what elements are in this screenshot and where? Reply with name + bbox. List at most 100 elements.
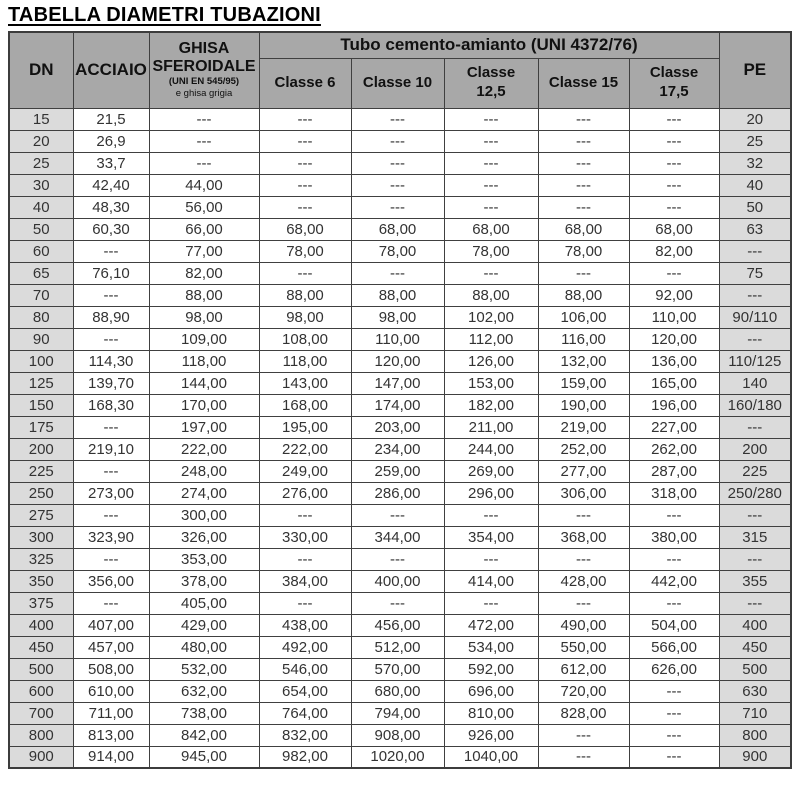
classe10-cell: --- [350, 129, 445, 153]
column-header-classe-10: Classe 10 [350, 57, 445, 109]
ghisa-cell: --- [148, 151, 260, 175]
classe10-cell: 908,00 [350, 723, 445, 747]
dn-cell: 125 [8, 371, 74, 395]
pe-cell: --- [718, 547, 792, 571]
dn-cell: 250 [8, 481, 74, 505]
classe12-5-cell: 414,00 [443, 569, 539, 593]
dn-cell: 300 [8, 525, 74, 549]
ghisa-cell: 300,00 [148, 503, 260, 527]
table-row: 40 48,30 56,00 --- --- --- --- --- 50 [8, 195, 792, 219]
ghisa-cell: --- [148, 129, 260, 153]
dn-cell: 50 [8, 217, 74, 241]
classe12-5-cell: 211,00 [443, 415, 539, 439]
pe-cell: 50 [718, 195, 792, 219]
acciaio-cell: 33,7 [72, 151, 150, 175]
classe6-cell: 438,00 [258, 613, 352, 637]
classe15-cell: --- [537, 547, 630, 571]
ghisa-cell: 632,00 [148, 679, 260, 703]
table-row: 350 356,00 378,00 384,00 400,00 414,00 428,00 4… [8, 569, 792, 593]
classe15-cell: 368,00 [537, 525, 630, 549]
dn-cell: 275 [8, 503, 74, 527]
classe15-cell: --- [537, 129, 630, 153]
classe15-cell: 190,00 [537, 393, 630, 417]
ghisa-cell: 274,00 [148, 481, 260, 505]
ghisa-cell: 77,00 [148, 239, 260, 263]
classe12-5-cell: --- [443, 129, 539, 153]
classe17-5-cell: --- [628, 547, 720, 571]
dn-cell: 40 [8, 195, 74, 219]
classe15-cell: --- [537, 745, 630, 769]
ghisa-cell: 945,00 [148, 745, 260, 769]
classe17-5-cell: --- [628, 173, 720, 197]
table-row: 600 610,00 632,00 654,00 680,00 696,00 720,00-… [8, 679, 792, 703]
dn-cell: 60 [8, 239, 74, 263]
pe-cell: --- [718, 415, 792, 439]
classe10-cell: 1020,00 [350, 745, 445, 769]
table-row: 15 21,5 --- --- --- --- --- --- 20 [8, 107, 792, 131]
classe12-5-cell: --- [443, 173, 539, 197]
dn-cell: 800 [8, 723, 74, 747]
ghisa-cell: 44,00 [148, 173, 260, 197]
classe17-5-cell: 82,00 [628, 239, 720, 263]
classe6-cell: --- [258, 591, 352, 615]
table-row: 275 --- 300,00 --- --- --- --- --- --- [8, 503, 792, 527]
classe6-cell: 98,00 [258, 305, 352, 329]
classe17-5-cell: --- [628, 503, 720, 527]
pe-cell: --- [718, 283, 792, 307]
classe6-cell: 832,00 [258, 723, 352, 747]
ghisa-cell: 405,00 [148, 591, 260, 615]
dn-cell: 80 [8, 305, 74, 329]
ghisa-cell: --- [148, 107, 260, 131]
dn-cell: 175 [8, 415, 74, 439]
classe17-5-cell: --- [628, 591, 720, 615]
acciaio-cell: 168,30 [72, 393, 150, 417]
dn-cell: 700 [8, 701, 74, 725]
column-header-classe-12-5: Classe 12,5 [443, 57, 539, 109]
acciaio-cell: 457,00 [72, 635, 150, 659]
classe10-cell: 88,00 [350, 283, 445, 307]
table-body: 15 21,5 --- --- --- --- --- --- 20 20 26,9 --- --- --… [8, 107, 792, 769]
table-row: 325 --- 353,00 --- --- --- --- --- --- [8, 547, 792, 571]
classe15-cell: 550,00 [537, 635, 630, 659]
classe12-5-cell: 68,00 [443, 217, 539, 241]
classe12-5-cell: 534,00 [443, 635, 539, 659]
classe17-5-cell: 110,00 [628, 305, 720, 329]
ghisa-cell: 197,00 [148, 415, 260, 439]
classe6-cell: 143,00 [258, 371, 352, 395]
classe15-cell: 428,00 [537, 569, 630, 593]
classe17-5-cell: 566,00 [628, 635, 720, 659]
ghisa-cell: 326,00 [148, 525, 260, 549]
table-row: 450 457,00 480,00 492,00 512,00 534,00 550,00 5… [8, 635, 792, 659]
classe15-cell: --- [537, 503, 630, 527]
pe-cell: --- [718, 503, 792, 527]
classe17-5-cell: 626,00 [628, 657, 720, 681]
classe6-cell: 764,00 [258, 701, 352, 725]
classe15-cell: 828,00 [537, 701, 630, 725]
pe-cell: 400 [718, 613, 792, 637]
classe12-5-cell: --- [443, 195, 539, 219]
ghisa-cell: 738,00 [148, 701, 260, 725]
dn-cell: 90 [8, 327, 74, 351]
classe17-5-cell: --- [628, 195, 720, 219]
column-header-classe-6: Classe 6 [258, 57, 352, 109]
classe17-5-cell: 120,00 [628, 327, 720, 351]
classe12-5-cell: 153,00 [443, 371, 539, 395]
ghisa-cell: 88,00 [148, 283, 260, 307]
pe-cell: 32 [718, 151, 792, 175]
classe10-cell: 120,00 [350, 349, 445, 373]
table-row: 30 42,40 44,00 --- --- --- --- --- 40 [8, 173, 792, 197]
ghisa-cell: 144,00 [148, 371, 260, 395]
classe12-5-cell: 354,00 [443, 525, 539, 549]
table-row: 90 --- 109,00 108,00 110,00 112,00 116,00 120,0… [8, 327, 792, 351]
classe12-5-cell: 296,00 [443, 481, 539, 505]
acciaio-cell: 60,30 [72, 217, 150, 241]
classe6-cell: 195,00 [258, 415, 352, 439]
table-row: 70 --- 88,00 88,00 88,00 88,00 88,00 92,00 --- [8, 283, 792, 307]
pe-cell: 160/180 [718, 393, 792, 417]
table-row: 250 273,00 274,00 276,00 286,00 296,00 306,00 3… [8, 481, 792, 505]
acciaio-cell: 323,90 [72, 525, 150, 549]
classe17-5-cell: 504,00 [628, 613, 720, 637]
acciaio-cell: --- [72, 591, 150, 615]
dn-cell: 350 [8, 569, 74, 593]
classe6-cell: 68,00 [258, 217, 352, 241]
